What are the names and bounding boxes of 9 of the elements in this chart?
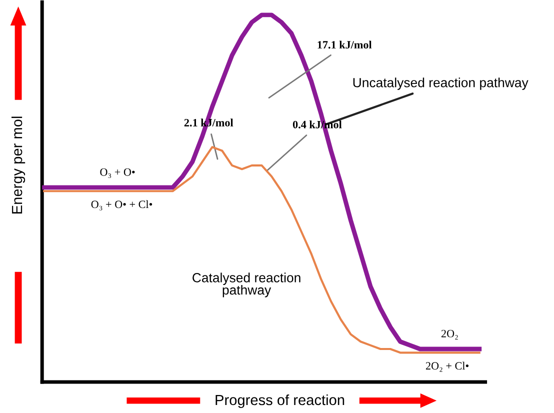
text: Uncatalysed reaction pathway <box>353 78 528 90</box>
annotation: 17.1 kJ/mol <box>318 40 372 49</box>
series-label: Catalysed reaction pathway <box>192 272 300 298</box>
annotation: 2O₂ + Cl• <box>426 362 469 372</box>
annotation: O₃ + O• <box>100 168 135 178</box>
y-axis-title: Energy per mol <box>11 116 26 214</box>
annotation: 2O₂ <box>441 330 458 340</box>
annotation: O₃ + O• + Cl• <box>91 200 152 210</box>
x-axis-title: Progress of reaction <box>216 394 344 408</box>
